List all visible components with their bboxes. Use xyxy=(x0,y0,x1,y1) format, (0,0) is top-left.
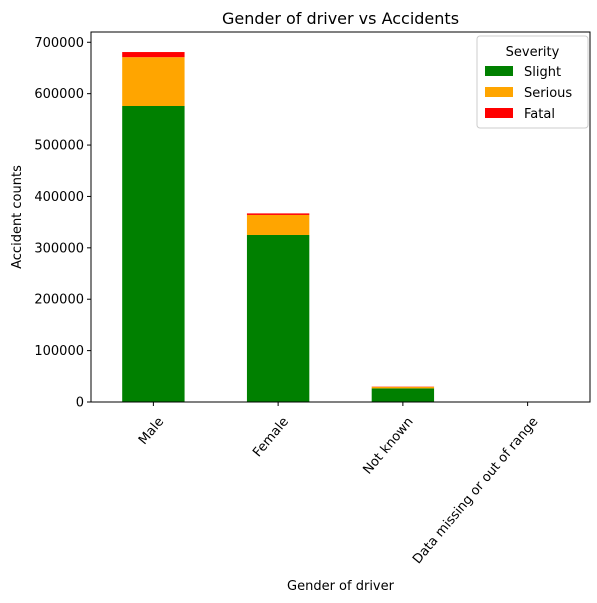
legend: Severity Slight Serious Fatal xyxy=(476,35,589,129)
x-tick-label-0: Male xyxy=(136,415,167,448)
y-axis-title: Accident counts xyxy=(10,165,25,269)
plot-area xyxy=(90,31,591,403)
x-tick-label-2: Not known xyxy=(361,415,417,478)
bar-slight-2 xyxy=(371,388,435,402)
chart-title: Gender of driver vs Accidents xyxy=(222,9,459,28)
y-tick-label-3: 300000 xyxy=(34,241,84,256)
legend-label-fatal: Fatal xyxy=(524,107,555,122)
legend-label-slight: Slight xyxy=(524,65,561,80)
y-axis: 0 100000 200000 300000 400000 500000 600000 700… xyxy=(34,36,91,411)
bar-fatal-0 xyxy=(122,52,185,58)
y-tick-label-4: 400000 xyxy=(34,190,84,205)
y-tick-label-2: 200000 xyxy=(34,293,84,308)
y-tick-label-6: 600000 xyxy=(34,87,84,102)
bar-serious-0 xyxy=(122,57,185,106)
x-tick-label-3: Data missing or out of range xyxy=(410,415,541,568)
bar-slight-0 xyxy=(122,106,185,402)
legend-swatch-slight xyxy=(485,66,513,76)
legend-title: Severity xyxy=(506,45,560,60)
y-tick-label-5: 500000 xyxy=(34,139,84,154)
bar-serious-1 xyxy=(246,214,310,235)
y-tick-label-7: 700000 xyxy=(34,36,84,51)
legend-swatch-fatal xyxy=(485,108,513,118)
legend-frame xyxy=(476,35,589,129)
bar-serious-2 xyxy=(371,386,435,389)
y-tick-label-0: 0 xyxy=(76,396,84,411)
legend-swatch-serious xyxy=(485,87,513,97)
plot-frame xyxy=(90,31,591,403)
legend-label-serious: Serious xyxy=(524,86,572,101)
y-tick-label-1: 100000 xyxy=(34,344,84,359)
x-tick-label-1: Female xyxy=(250,415,292,461)
bar-fatal-1 xyxy=(246,213,310,215)
bar-slight-1 xyxy=(246,234,310,402)
x-axis-title: Gender of driver xyxy=(287,579,395,594)
